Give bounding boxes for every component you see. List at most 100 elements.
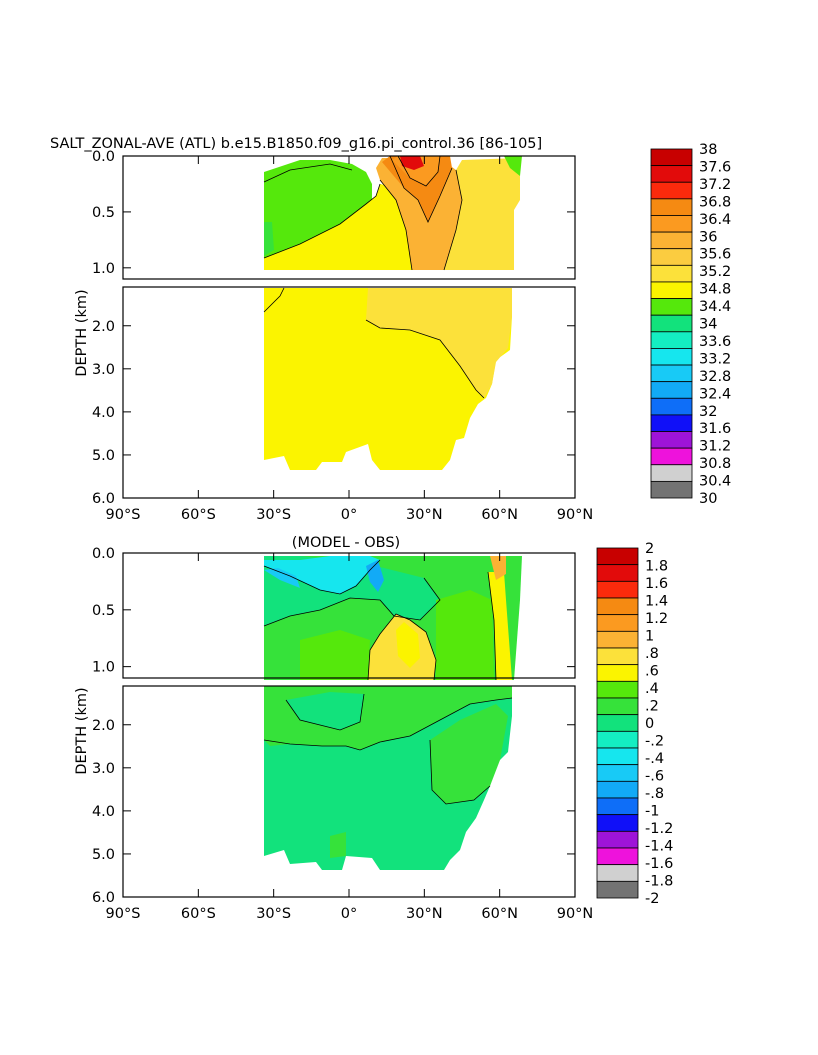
colorbar-swatch	[650, 414, 693, 432]
colorbar-swatch	[596, 764, 639, 782]
upper-field-red-core	[400, 156, 424, 170]
colorbar-label: -.6	[645, 769, 664, 785]
colorbar-swatch	[596, 847, 639, 866]
y-tick-label: 1.0	[92, 261, 115, 277]
colorbar-label: .2	[645, 699, 659, 715]
colorbar-label: 32	[699, 404, 717, 420]
colorbar-label: 0	[645, 716, 654, 732]
x-tick-label: 90°S	[106, 507, 141, 523]
colorbar-swatch	[596, 647, 639, 666]
y-tick-label: 2.0	[92, 319, 115, 335]
colorbar-swatch	[596, 780, 639, 799]
colorbar-swatch	[596, 597, 639, 616]
colorbar-swatch	[650, 364, 693, 383]
y-tick-label: 1.0	[92, 660, 115, 676]
colorbar-swatch	[650, 397, 693, 416]
x-tick-label: 60°N	[481, 507, 518, 523]
colorbar-swatch	[650, 148, 693, 167]
x-tick-label: 60°S	[181, 507, 216, 523]
colorbar-swatch	[596, 714, 639, 732]
colorbar-swatch	[596, 547, 639, 566]
upper-field-contour	[379, 179, 413, 271]
salinity-upper-field	[263, 155, 522, 271]
y-tick-label: 6.0	[92, 890, 115, 906]
colorbar-label: -.2	[645, 734, 664, 750]
lower-field-pale	[366, 288, 512, 398]
colorbar-label: 36.4	[699, 212, 731, 228]
colorbar-swatch	[596, 564, 639, 582]
upper-field-orange-north	[490, 556, 506, 580]
colorbar-swatch	[596, 814, 639, 832]
colorbar-swatch	[596, 730, 639, 749]
colorbar-label: 36	[699, 229, 717, 245]
upper-field-blue	[264, 556, 380, 594]
colorbar-label: .4	[645, 681, 659, 697]
colorbar-label: 34.4	[699, 299, 731, 315]
colorbar-label: .8	[645, 646, 659, 662]
colorbar-swatch	[650, 331, 693, 349]
upper-field-contour	[443, 169, 463, 271]
colorbar-swatch	[596, 747, 639, 766]
lower-field-green-bottom	[330, 832, 346, 858]
upper-field-contour	[263, 163, 353, 183]
colorbar-swatch	[596, 864, 639, 882]
lower-field-yellow-west	[264, 288, 284, 312]
upper-field-light-green	[436, 590, 494, 680]
colorbar-swatch	[650, 264, 693, 283]
colorbar-swatch	[596, 664, 639, 682]
colorbar-label: 34.8	[699, 282, 731, 298]
colorbar-swatch	[650, 298, 693, 316]
colorbar-label: 31.6	[699, 421, 731, 437]
lower-field-teal-patch	[286, 692, 364, 730]
colorbar-swatch	[650, 464, 693, 482]
colorbar-label: 30	[699, 491, 717, 507]
colorbar-label: 32.4	[699, 386, 731, 402]
colorbar-label: 30.8	[699, 456, 731, 472]
lower-field-contour	[285, 693, 365, 731]
lower-field-contour	[263, 287, 285, 313]
colorbar-label: -1.6	[645, 856, 673, 872]
y-tick-label: 4.0	[92, 804, 115, 820]
y-tick-label: 0.0	[92, 546, 115, 562]
upper-field-contour	[397, 155, 441, 187]
y-axis-label: DEPTH (km)	[74, 289, 90, 376]
colorbar-swatch	[650, 215, 693, 233]
colorbar-swatch	[596, 680, 639, 699]
anomaly-upper-field	[263, 556, 522, 681]
upper-field-green-north	[504, 156, 522, 176]
upper-field-contour	[263, 183, 381, 259]
x-tick-label: 90°N	[557, 906, 594, 922]
x-tick-label: 60°N	[481, 906, 518, 922]
colorbar-label: 1.2	[645, 611, 668, 627]
upper-field-yellow	[264, 184, 412, 270]
colorbar-label: -.4	[645, 751, 664, 767]
colorbar-swatch	[650, 281, 693, 299]
colorbar-swatch	[650, 248, 693, 266]
colorbar-label: 32.8	[699, 369, 731, 385]
x-tick-label: 60°S	[181, 906, 216, 922]
colorbar-label: 33.6	[699, 334, 731, 350]
y-tick-label: 5.0	[92, 847, 115, 863]
colorbar-label: 1.6	[645, 576, 668, 592]
colorbar-label: 35.6	[699, 247, 731, 263]
colorbar-swatch	[650, 165, 693, 183]
colorbar-label: 33.2	[699, 351, 731, 367]
upper-field-contour	[367, 613, 437, 681]
colorbar-swatch	[596, 580, 639, 599]
panel2-title: (MODEL - OBS)	[292, 535, 400, 551]
colorbar-label: 37.2	[699, 177, 731, 193]
upper-field-deep-blue	[366, 560, 384, 592]
y-tick-label: 3.0	[92, 761, 115, 777]
x-tick-label: 90°N	[557, 507, 594, 523]
upper-field-green-patch	[264, 222, 274, 256]
colorbar-label: 1.8	[645, 559, 668, 575]
salinity-panel: 90°S 60°S 30°S 0° 30°N 60°N 90°N 0.0 0.5 1.0 2.0 3.…	[74, 142, 731, 523]
x-tick-label: 30°S	[256, 507, 291, 523]
colorbar-label: 35.2	[699, 264, 731, 280]
lower-field-green-east	[430, 704, 508, 804]
colorbar-label: -1.8	[645, 874, 673, 890]
colorbar-swatch	[650, 198, 693, 216]
upper-field-contour	[263, 577, 441, 627]
x-tick-label: 0°	[341, 906, 357, 922]
